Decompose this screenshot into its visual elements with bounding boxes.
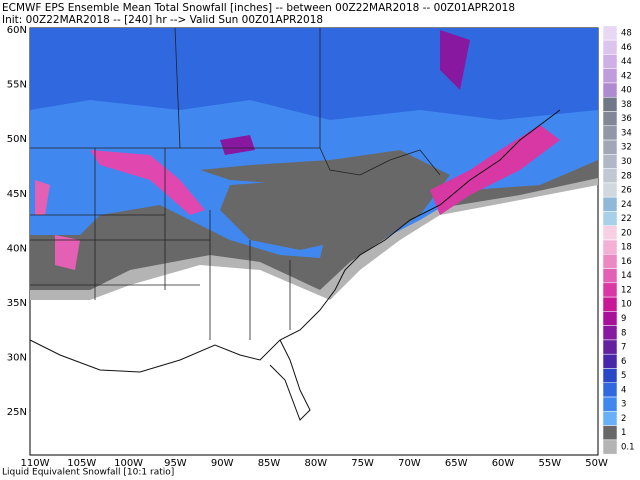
colorbar-label: 36	[621, 114, 632, 124]
lat-labels: 60N 55N 50N 45N 40N 35N 30N 25N	[7, 25, 27, 418]
colorbar-cell	[602, 296, 618, 312]
colorbar-cell	[602, 368, 618, 384]
lon-label: 100W	[114, 458, 143, 469]
colorbar-label: 38	[621, 100, 632, 110]
colorbar-cell	[602, 325, 618, 341]
colorbar-label: 24	[621, 200, 632, 210]
lon-label: 75W	[351, 458, 374, 469]
colorbar-label: 16	[621, 257, 632, 267]
lon-label: 95W	[164, 458, 187, 469]
lat-label: 55N	[7, 80, 27, 91]
colorbar: 4846444240383634323028262422201816141210…	[602, 25, 635, 455]
colorbar-cell	[602, 425, 618, 441]
colorbar-label: 14	[621, 271, 632, 281]
lat-label: 25N	[7, 407, 27, 418]
colorbar-label: 18	[621, 243, 632, 253]
colorbar-cell	[602, 96, 618, 112]
coastline	[29, 109, 561, 373]
lon-labels: 110W 105W 100W 95W 90W 85W 80W 75W 70W 65W 60W 55W 5…	[21, 458, 609, 469]
colorbar-cell	[602, 211, 618, 226]
colorbar-cell	[602, 125, 618, 141]
colorbar-cell	[602, 268, 618, 284]
lat-label: 45N	[7, 189, 27, 200]
lon-label: 110W	[21, 458, 50, 469]
colorbar-cell	[602, 411, 618, 426]
lon-label: 60W	[492, 458, 515, 469]
colorbar-cell	[602, 339, 618, 355]
colorbar-cell	[602, 353, 618, 369]
colorbar-label: 32	[621, 143, 632, 153]
snow-magenta-rockies	[35, 180, 80, 270]
lat-label: 60N	[7, 25, 27, 36]
colorbar-cell	[602, 382, 618, 398]
colorbar-cell	[602, 196, 618, 212]
colorbar-label: 12	[621, 285, 632, 295]
colorbar-label: 34	[621, 128, 632, 138]
lon-label: 65W	[445, 458, 468, 469]
colorbar-label: 46	[621, 43, 632, 53]
lon-label: 80W	[304, 458, 327, 469]
colorbar-cell	[602, 39, 618, 55]
colorbar-label: 6	[621, 357, 626, 367]
colorbar-cell	[602, 282, 618, 298]
colorbar-label: 4	[621, 385, 626, 395]
colorbar-cell	[602, 396, 618, 412]
borders	[30, 27, 441, 340]
colorbar-cell	[602, 82, 618, 98]
lat-label: 50N	[7, 134, 27, 145]
colorbar-label: 9	[621, 314, 626, 324]
snow-magenta-west	[90, 150, 205, 215]
colorbar-cell	[602, 154, 618, 169]
colorbar-cell	[602, 25, 618, 41]
colorbar-label: 20	[621, 228, 632, 238]
colorbar-label: 28	[621, 171, 632, 181]
lon-label: 90W	[211, 458, 234, 469]
snow-grey-lakes	[220, 180, 345, 250]
colorbar-cell	[602, 182, 618, 198]
snow-magenta-east	[430, 125, 560, 215]
florida	[269, 339, 311, 421]
lat-label: 40N	[7, 243, 27, 254]
colorbar-label: 1	[621, 428, 626, 438]
lon-label: 55W	[538, 458, 561, 469]
colorbar-cell	[602, 311, 618, 326]
colorbar-cell	[602, 168, 618, 184]
lat-label: 35N	[7, 298, 27, 309]
colorbar-label: 48	[621, 29, 632, 39]
lat-label: 30N	[7, 353, 27, 364]
map	[29, 27, 599, 456]
lon-label: 105W	[67, 458, 96, 469]
lon-label: 70W	[398, 458, 421, 469]
colorbar-cell	[602, 225, 618, 241]
colorbar-cell	[602, 54, 618, 69]
colorbar-label: 44	[621, 57, 632, 67]
snow-purple	[220, 30, 470, 155]
title: ECMWF EPS Ensemble Mean Total Snowfall […	[2, 2, 515, 14]
colorbar-label: 5	[621, 371, 626, 381]
footer-note: Liquid Equivalent Snowfall [10:1 ratio]	[2, 468, 174, 478]
colorbar-label: 10	[621, 300, 632, 310]
colorbar-label: 7	[621, 343, 626, 353]
colorbar-label: 26	[621, 186, 632, 196]
colorbar-cell	[602, 111, 618, 127]
colorbar-cell	[602, 68, 618, 84]
lon-label: 50W	[585, 458, 608, 469]
colorbar-label: 40	[621, 86, 632, 96]
colorbar-cell	[602, 254, 618, 269]
colorbar-label: 22	[621, 214, 632, 224]
colorbar-label: 42	[621, 71, 632, 81]
colorbar-label: 0.1	[621, 443, 635, 453]
colorbar-label: 3	[621, 400, 626, 410]
colorbar-cell	[602, 439, 618, 455]
colorbar-label: 30	[621, 157, 632, 167]
colorbar-cell	[602, 139, 618, 155]
lon-label: 85W	[258, 458, 281, 469]
colorbar-label: 8	[621, 328, 626, 338]
subtitle: Init: 00Z22MAR2018 -- [240] hr --> Valid…	[2, 14, 323, 26]
colorbar-cell	[602, 239, 618, 255]
colorbar-label: 2	[621, 414, 626, 424]
